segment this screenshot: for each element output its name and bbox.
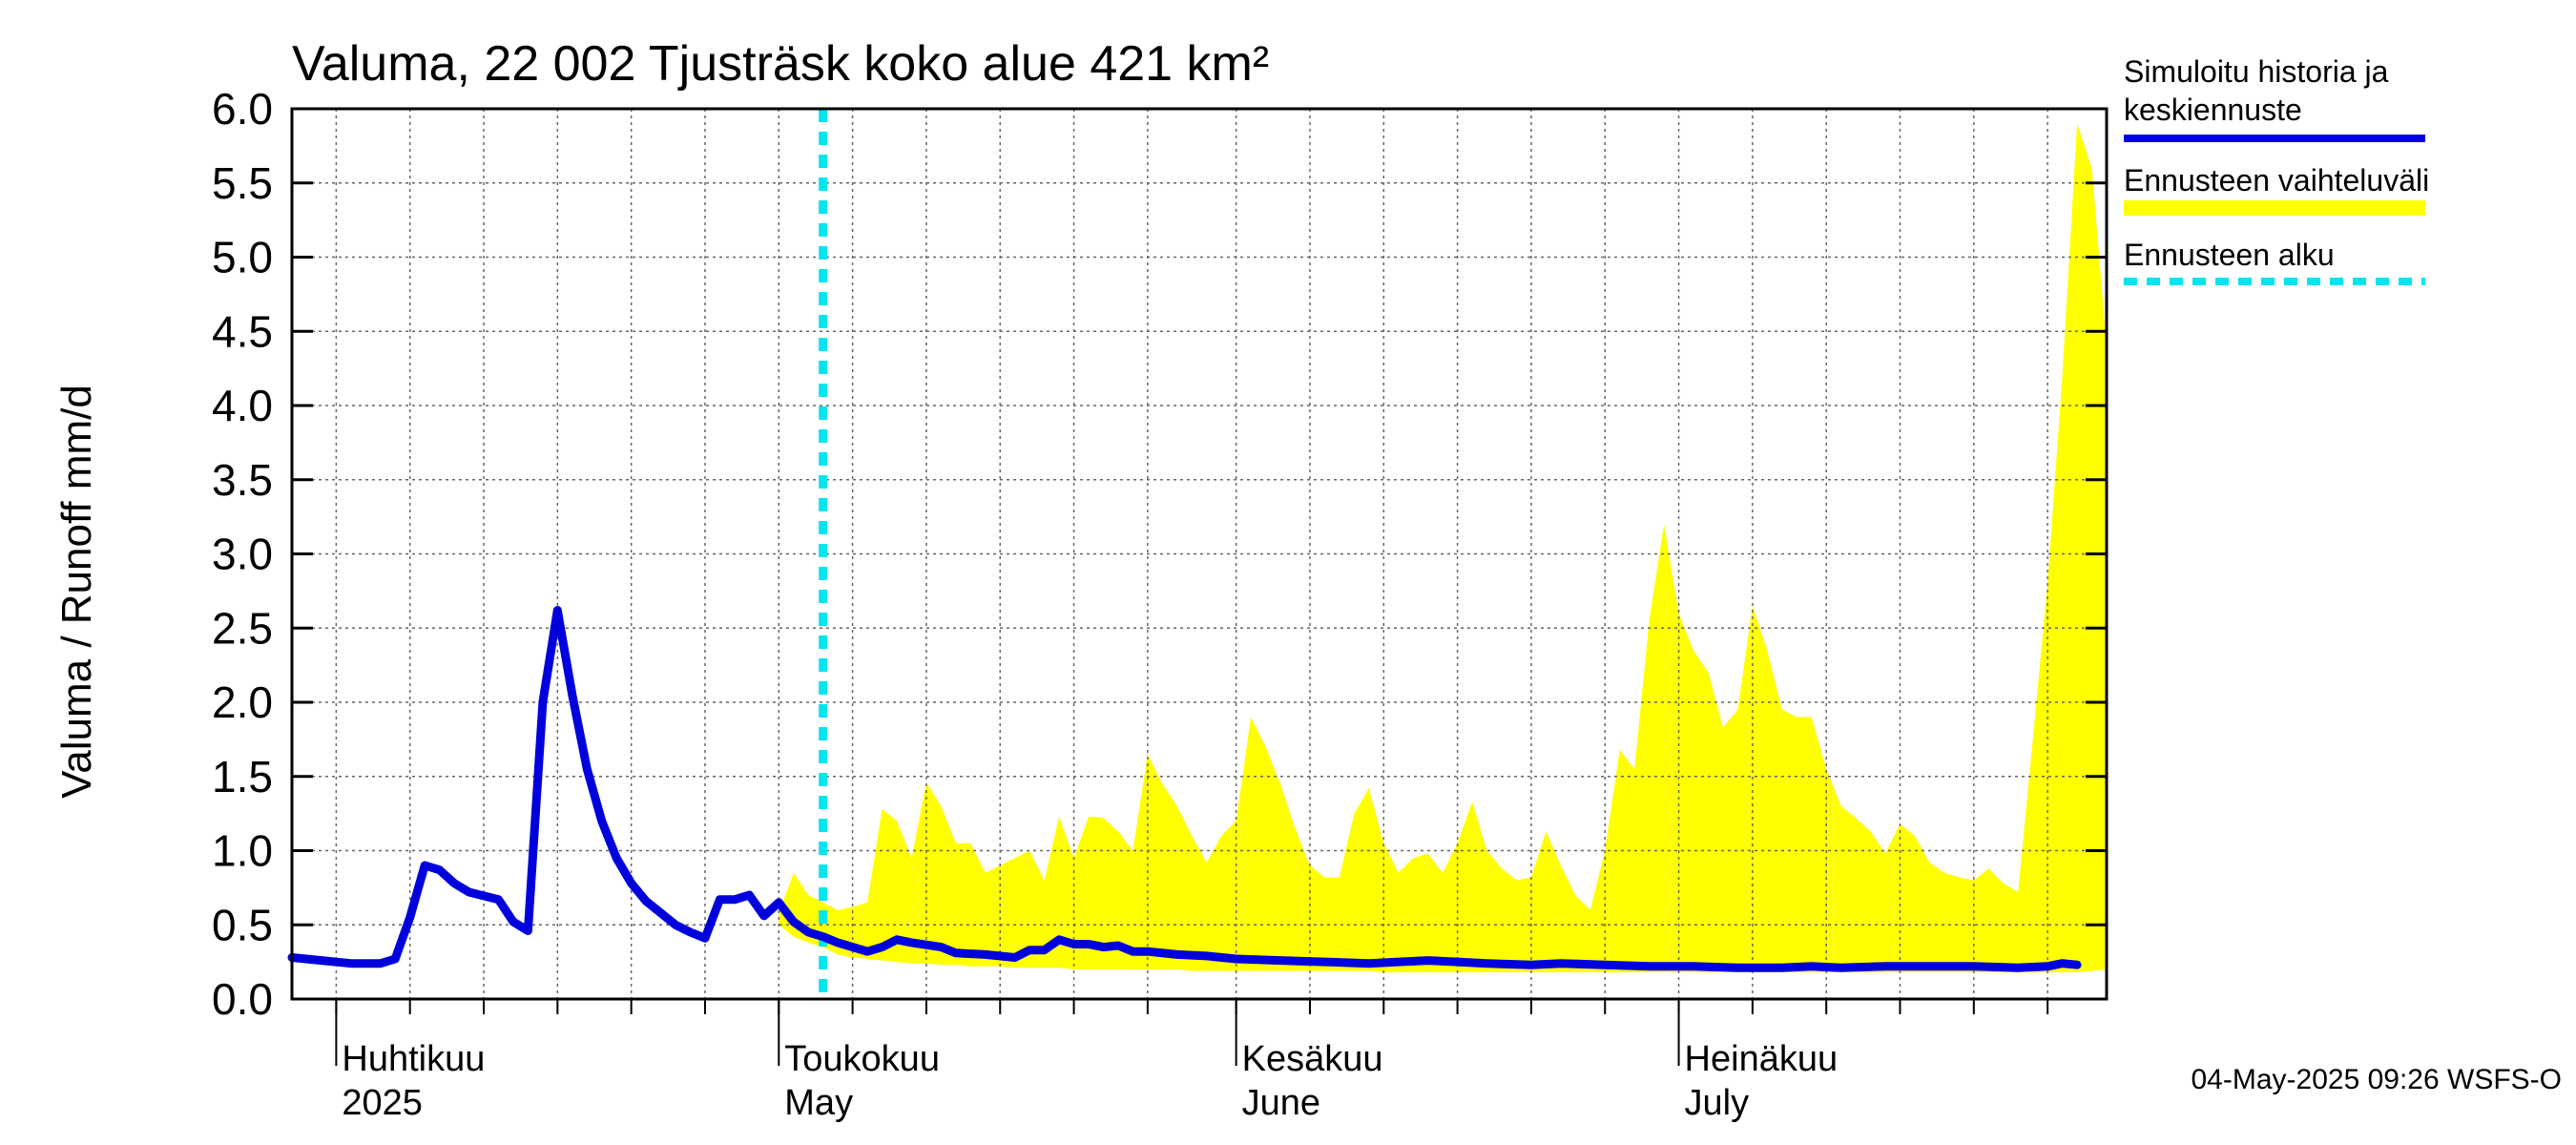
month-label-fi: Huhtikuu: [342, 1039, 485, 1079]
forecast-range-layer: [779, 123, 2107, 972]
month-label-fi: Kesäkuu: [1242, 1039, 1383, 1079]
y-tick-label: 1.5: [212, 752, 273, 802]
month-label-fi: Toukokuu: [784, 1039, 940, 1079]
month-label-en: June: [1242, 1083, 1320, 1123]
month-label-en: 2025: [342, 1083, 423, 1123]
y-tick-label: 0.5: [212, 900, 273, 949]
legend-label: Simuloitu historia ja: [2124, 54, 2389, 89]
legend-label: keskiennuste: [2124, 93, 2302, 127]
y-tick-label: 5.5: [212, 158, 273, 208]
chart-title: Valuma, 22 002 Tjusträsk koko alue 421 k…: [292, 36, 1269, 92]
y-tick-label: 3.5: [212, 455, 273, 505]
y-tick-label: 1.0: [212, 826, 273, 876]
grid-layer: [292, 109, 2107, 999]
y-tick-label: 4.0: [212, 381, 273, 430]
legend-label: Ennusteen vaihteluväli: [2124, 163, 2429, 198]
y-tick-label: 6.0: [212, 84, 273, 134]
series-layer: [287, 109, 2082, 999]
y-axis-label: Valuma / Runoff mm/d: [53, 385, 100, 799]
timestamp-footer: 04-May-2025 09:26 WSFS-O: [2192, 1064, 2563, 1095]
y-tick-label: 2.5: [212, 603, 273, 653]
y-tick-label: 0.0: [212, 974, 273, 1024]
legend: Simuloitu historia ja keskiennuste Ennuste…: [2124, 54, 2429, 285]
y-tick-label: 5.0: [212, 233, 273, 282]
month-label-en: July: [1685, 1083, 1750, 1123]
simulated-series-line: [287, 606, 2082, 972]
month-label-en: May: [784, 1083, 853, 1123]
y-tick-label: 2.0: [212, 677, 273, 727]
legend-label: Ennusteen alku: [2124, 238, 2335, 272]
forecast-range-area: [779, 123, 2107, 972]
axis-layer: 0.0 0.5 1.0 1.5 2.0 2.5 3.0 3.5 4.0 4.5 5.0 5.5 6.0 H…: [212, 84, 2109, 1123]
y-tick-label: 4.5: [212, 306, 273, 356]
y-tick-label: 3.0: [212, 530, 273, 579]
month-label-fi: Heinäkuu: [1685, 1039, 1839, 1079]
